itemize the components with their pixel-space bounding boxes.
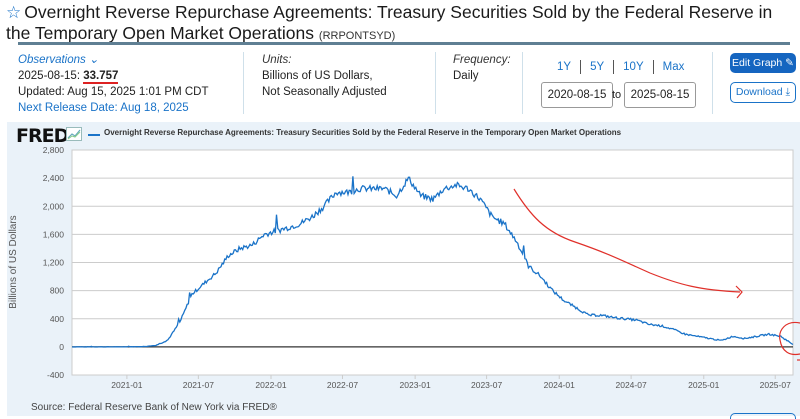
annotation-arrow (513, 188, 741, 293)
x-tick-label: 2024-01 (544, 380, 575, 390)
range-max-button[interactable]: Max (652, 60, 694, 74)
x-tick-label: 2021-01 (111, 380, 142, 390)
annotation-circle (779, 321, 800, 356)
divider (435, 52, 436, 114)
x-tick-label: 2025-01 (688, 380, 719, 390)
divider (712, 52, 713, 114)
source-text: Source: Federal Reserve Bank of New York… (31, 402, 277, 413)
y-tick-label: -400 (47, 370, 64, 380)
frequency-block: Frequency: Daily (453, 52, 511, 84)
x-tick-label: 2023-01 (400, 380, 431, 390)
legend-swatch (88, 134, 100, 136)
series-title: Overnight Reverse Repurchase Agreements:… (6, 2, 773, 43)
y-tick-label: 1,200 (43, 258, 65, 268)
start-date-input[interactable]: 2020-08-15 (541, 82, 613, 108)
observation-value: 33.757 (83, 70, 119, 84)
legend-label: Overnight Reverse Repurchase Agreements:… (104, 128, 622, 137)
units-block: Units: Billions of US Dollars, Not Seaso… (262, 52, 387, 100)
partial-button[interactable] (730, 413, 796, 419)
edit-graph-button[interactable]: Edit Graph ✎ (730, 53, 796, 73)
fred-logo: FRED (16, 125, 69, 147)
chevron-down-icon: ⌄ (88, 54, 99, 66)
y-tick-label: 1,600 (43, 229, 65, 239)
to-label: to (612, 89, 622, 101)
x-tick-label: 2022-01 (255, 380, 286, 390)
range-10y-button[interactable]: 10Y (613, 60, 652, 74)
updated-text: Updated: Aug 15, 2025 1:01 PM CDT (18, 86, 209, 98)
x-tick-label: 2022-07 (327, 380, 358, 390)
x-tick-label: 2024-07 (616, 380, 647, 390)
page-title: ☆ Overnight Reverse Repurchase Agreements… (6, 2, 796, 47)
frequency-value: Daily (453, 70, 479, 82)
download-icon: ⤓ (785, 86, 791, 98)
series-id: (RRPONTSYD) (318, 30, 396, 42)
x-tick-label: 2021-07 (183, 380, 214, 390)
x-tick-label: 2023-07 (471, 380, 502, 390)
next-release-link[interactable]: Next Release Date: Aug 18, 2025 (18, 102, 189, 114)
edit-icon: ✎ (785, 57, 794, 69)
range-5y-button[interactable]: 5Y (580, 60, 613, 74)
range-buttons: 1Y 5Y 10Y Max (548, 60, 693, 74)
y-tick-label: 800 (50, 286, 64, 296)
divider (243, 52, 244, 114)
units-line1: Billions of US Dollars, (262, 70, 373, 82)
units-label: Units: (262, 54, 292, 66)
star-outline-icon[interactable]: ☆ (6, 3, 22, 22)
y-axis-label: Billions of US Dollars (8, 215, 19, 308)
y-tick-label: 0 (59, 342, 64, 352)
divider (522, 52, 523, 114)
observation-date: 2025-08-15: (18, 70, 81, 82)
observations-block: Observations ⌄ 2025-08-15: 33.757 Update… (18, 52, 209, 116)
end-date-input[interactable]: 2025-08-15 (624, 82, 696, 108)
observations-dropdown[interactable]: Observations ⌄ (18, 54, 99, 66)
x-tick-label: 2025-07 (760, 380, 791, 390)
units-line2: Not Seasonally Adjusted (262, 86, 387, 98)
y-tick-label: 400 (50, 314, 64, 324)
line-chart-icon (66, 127, 82, 141)
range-1y-button[interactable]: 1Y (557, 61, 572, 73)
title-divider (18, 42, 790, 45)
y-tick-label: 2,800 (43, 145, 65, 155)
y-tick-label: 2,000 (43, 201, 65, 211)
y-tick-label: 2,400 (43, 173, 65, 183)
download-button[interactable]: Download ⤓ (730, 82, 796, 103)
series-line (71, 176, 794, 348)
frequency-label: Frequency: (453, 54, 511, 66)
annotation-arrowhead (735, 285, 743, 299)
